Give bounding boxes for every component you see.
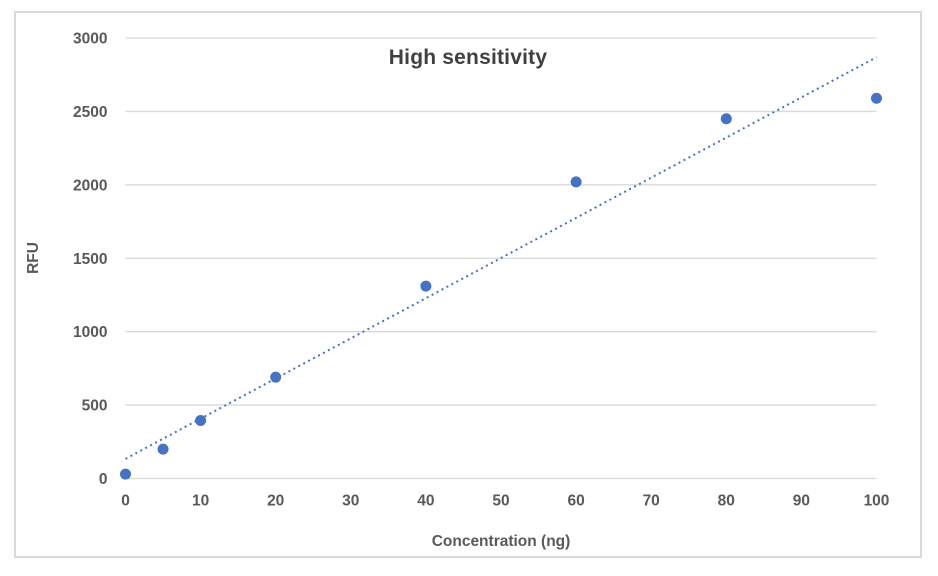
chart-title: High sensitivity bbox=[388, 46, 548, 69]
y-axis-title: RFU bbox=[25, 242, 42, 274]
x-axis-title: Concentration (ng) bbox=[431, 533, 571, 550]
chart-frame bbox=[14, 11, 922, 558]
